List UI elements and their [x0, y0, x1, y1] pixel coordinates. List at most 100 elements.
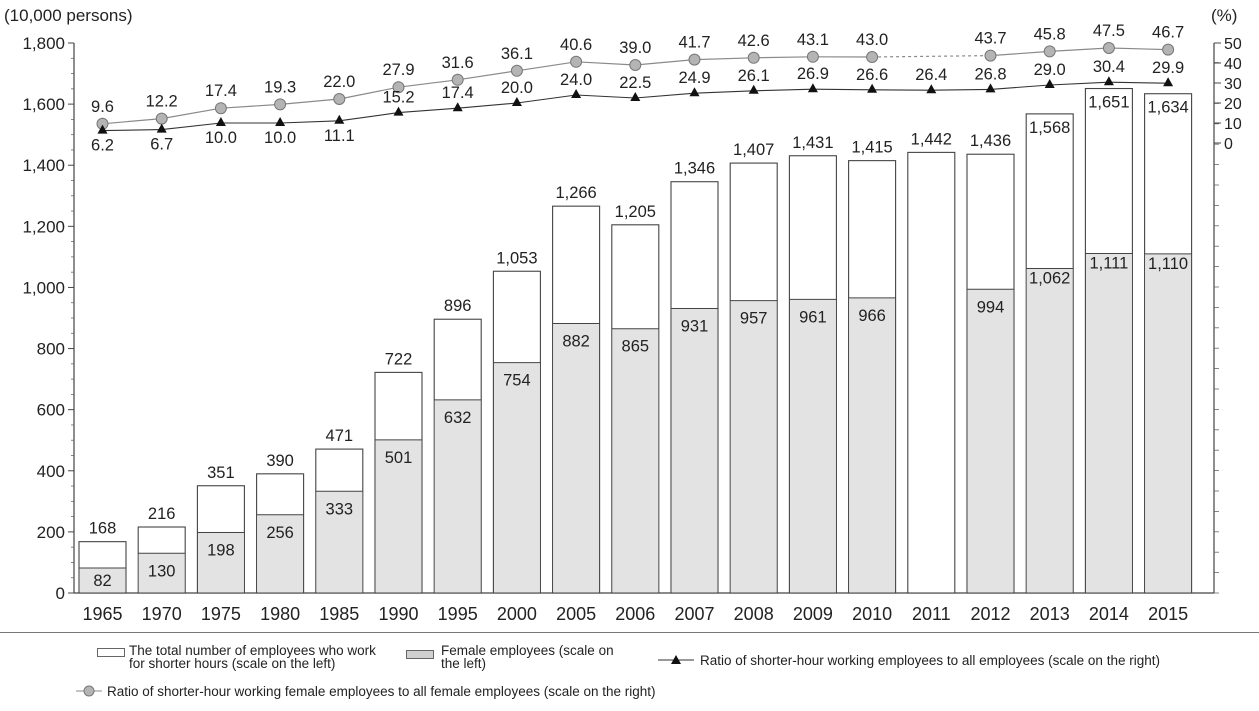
bar-female — [375, 439, 422, 593]
all-ratio-segment — [576, 94, 636, 99]
left-axis: 0 200 400 600 800 1,000 1,200 1,400 1,600 1,800 — [22, 34, 75, 603]
legend-label-female: Female employees (scale on the left) — [441, 643, 614, 671]
all-ratio-point — [926, 84, 937, 94]
female-ratio-segment — [457, 70, 517, 81]
female-value-label: 82 — [93, 572, 111, 590]
female-value-label: 1,110 — [1148, 255, 1188, 273]
female-ratio-point — [747, 51, 760, 64]
total-value-label: 1,568 — [1029, 119, 1070, 137]
female-ratio-point — [274, 98, 287, 111]
total-value-label: 351 — [207, 464, 235, 482]
total-value-label: 390 — [266, 452, 294, 470]
female-ratio-point — [629, 59, 642, 71]
female-ratio-point — [451, 73, 464, 86]
all-ratio-label: 26.4 — [915, 66, 947, 84]
female-ratio-point — [806, 50, 819, 63]
female-ratio-label: 12.2 — [146, 93, 178, 111]
female-value-label: 882 — [562, 333, 590, 351]
all-ratio-label: 26.8 — [974, 65, 1006, 83]
all-ratio-label: 10.0 — [264, 129, 296, 147]
female-ratio-label: 19.3 — [264, 78, 296, 96]
left-tick-label: 1,400 — [22, 156, 65, 175]
bar-female — [79, 567, 126, 593]
female-value-label: 501 — [385, 449, 413, 467]
all-ratio-label: 10.0 — [205, 129, 237, 147]
female-ratio-label: 43.7 — [974, 30, 1006, 48]
left-tick-label: 1,600 — [22, 95, 65, 114]
female-ratio-label: 43.0 — [856, 31, 888, 49]
female-ratio-label: 22.0 — [323, 73, 355, 91]
all-ratio-segment — [694, 90, 754, 94]
female-ratio-segment — [280, 98, 340, 105]
all-ratio-point — [867, 83, 878, 93]
all-ratio-label: 17.4 — [442, 84, 474, 102]
total-value-label: 216 — [148, 505, 176, 523]
all-ratio-label: 24.0 — [560, 71, 592, 89]
x-tick-label: 2006 — [615, 604, 655, 624]
x-tick-label: 2007 — [674, 604, 714, 624]
right-tick-label: 30 — [1224, 76, 1242, 93]
female-ratio-label: 43.1 — [797, 31, 829, 49]
female-ratio-label: 47.5 — [1093, 22, 1125, 40]
all-ratio-segment — [1049, 81, 1109, 86]
all-ratio-label: 29.9 — [1152, 59, 1184, 77]
all-ratio-point — [215, 117, 226, 126]
all-ratio-label: 22.5 — [619, 74, 651, 92]
female-ratio-point — [214, 102, 227, 115]
all-ratio-segment — [812, 88, 873, 91]
legend-divider — [0, 632, 1259, 633]
all-ratio-point — [985, 83, 996, 93]
female-ratio-segment — [398, 79, 458, 88]
total-value-label: 1,346 — [674, 160, 715, 178]
x-tick-label: 2008 — [734, 604, 774, 624]
left-tick-label: 0 — [56, 584, 65, 603]
female-ratio-label: 27.9 — [382, 61, 414, 79]
bar-female — [849, 297, 895, 593]
female-value-label: 1,062 — [1029, 270, 1070, 288]
all-ratio-point — [1044, 79, 1055, 88]
x-tick-label: 2000 — [497, 604, 537, 624]
all-ratio-segment — [161, 122, 221, 131]
female-value-label: 1,111 — [1089, 255, 1128, 273]
all-ratio-label: 26.9 — [797, 65, 829, 83]
total-value-label: 168 — [89, 520, 117, 538]
all-ratio-segment — [398, 107, 458, 114]
all-ratio-label: 15.2 — [382, 89, 414, 107]
right-axis-unit: (%) — [1211, 6, 1237, 25]
x-axis: 1965 1970 1975 1980 1985 1990 1995 2000 2005 2006… — [82, 604, 1188, 624]
female-ratio-segment — [990, 50, 1050, 57]
total-value-label: 896 — [444, 297, 472, 315]
all-ratio-point — [156, 123, 167, 133]
female-value-label: 994 — [977, 298, 1005, 316]
female-ratio-label: 17.4 — [205, 82, 237, 100]
all-ratio-segment — [339, 112, 399, 122]
all-ratio-point — [334, 114, 345, 124]
left-tick-label: 1,800 — [22, 34, 65, 53]
female-ratio-segment — [339, 86, 399, 100]
female-ratio-label: 36.1 — [501, 45, 533, 63]
x-tick-label: 1985 — [319, 604, 359, 624]
female-ratio-label: 45.8 — [1034, 25, 1066, 43]
x-tick-label: 2013 — [1030, 604, 1070, 624]
total-value-label: 1,415 — [851, 139, 892, 157]
right-tick-label: 40 — [1224, 56, 1242, 73]
female-value-label: 333 — [326, 500, 354, 518]
female-value-label: 957 — [740, 310, 768, 328]
x-tick-label: 1975 — [201, 604, 241, 624]
all-ratio-label: 11.1 — [324, 127, 355, 145]
female-value-label: 130 — [148, 562, 176, 580]
female-ratio-point — [392, 81, 405, 94]
bar-female — [316, 491, 363, 593]
left-tick-label: 400 — [37, 462, 65, 481]
female-ratio-point — [1102, 42, 1115, 54]
all-ratio-point — [571, 89, 582, 98]
total-value-label: 1,651 — [1088, 94, 1129, 112]
bar-female — [553, 323, 599, 593]
all-ratio-label: 30.4 — [1093, 58, 1125, 76]
female-value-label: 198 — [207, 542, 235, 560]
female-ratio-point — [866, 51, 879, 63]
x-tick-label: 2010 — [852, 604, 892, 624]
x-tick-label: 1980 — [260, 604, 300, 624]
x-tick-label: 2005 — [556, 604, 596, 624]
female-value-label: 966 — [858, 307, 886, 325]
